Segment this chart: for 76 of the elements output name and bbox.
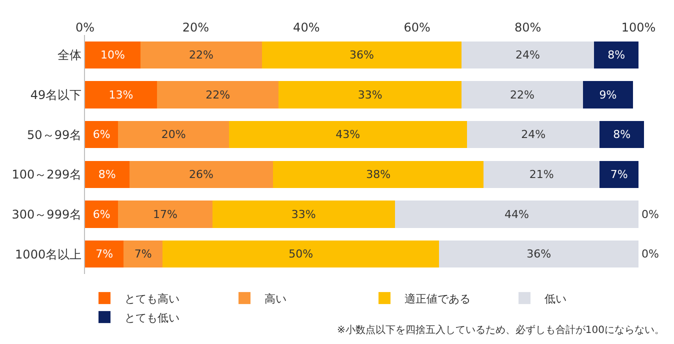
bar (212, 200, 395, 228)
data-label: 0% (641, 208, 659, 221)
data-label: 50% (288, 248, 314, 261)
data-label: 6% (92, 128, 110, 142)
data-label: 33% (291, 208, 316, 221)
bar (85, 41, 140, 68)
data-label: 8% (98, 168, 116, 181)
data-label: 20% (161, 128, 186, 142)
bar (124, 240, 162, 268)
x-tick-label: 20% (182, 20, 210, 35)
bar (262, 41, 462, 68)
legend-label: 高い (264, 292, 286, 306)
legend-label: 適正値である (404, 292, 470, 306)
bar (85, 81, 157, 108)
bar (439, 240, 638, 268)
y-tick-label: 50～99名 (27, 128, 82, 142)
data-label: 22% (510, 88, 534, 102)
bar (140, 41, 262, 68)
data-label: 22% (189, 48, 214, 62)
bar (162, 240, 440, 268)
bar (228, 121, 467, 148)
data-label: 10% (100, 48, 125, 62)
data-label: 24% (521, 128, 546, 142)
x-tick-label: 80% (514, 20, 542, 35)
data-label: 24% (516, 48, 540, 62)
data-label: 8% (608, 48, 626, 62)
bar (278, 81, 462, 108)
data-label: 0% (641, 248, 659, 261)
data-label: 6% (92, 208, 110, 221)
data-label: 38% (366, 168, 391, 181)
bar (461, 81, 584, 108)
bar (129, 160, 274, 188)
bar (156, 81, 279, 108)
y-tick-label: 1000名以上 (15, 247, 82, 262)
data-label: 13% (108, 88, 134, 102)
bar (583, 81, 633, 108)
bar (484, 160, 600, 188)
data-label: 22% (206, 88, 230, 102)
data-label: 7% (610, 168, 628, 181)
legend-label: とても高い (124, 292, 180, 306)
bar (600, 121, 644, 148)
x-tick-label: 0% (75, 20, 95, 35)
text: ※小数点以下を四捨五入しているため、必ずしも合計が100にならない。 (337, 324, 664, 336)
x-tick-label: 40% (293, 20, 320, 35)
bar (85, 200, 118, 228)
y-tick-label: 全体 (58, 48, 82, 62)
y-tick-label: 300～999名 (12, 207, 82, 222)
data-label: 33% (358, 88, 382, 102)
y-tick-label: 100～299名 (12, 168, 82, 182)
bar (594, 41, 638, 68)
legend-label: とても低い (124, 311, 180, 324)
bar (461, 41, 594, 68)
data-label: 7% (96, 248, 114, 261)
bar (273, 160, 484, 188)
legend-label: 低い (544, 292, 566, 306)
bar (85, 121, 118, 148)
y-tick-label: 49名以下 (30, 88, 82, 102)
bar (394, 200, 638, 228)
bar (466, 121, 600, 148)
data-label: 36% (526, 248, 552, 261)
data-label: 7% (134, 248, 152, 261)
x-tick-label: 60% (404, 20, 430, 35)
bar (118, 200, 212, 228)
data-label: 36% (350, 48, 374, 62)
data-label: 21% (529, 168, 554, 181)
data-label: 43% (336, 128, 360, 142)
data-label: 26% (189, 168, 214, 181)
data-label: 17% (153, 208, 178, 221)
bar (85, 240, 124, 268)
bar (118, 121, 229, 148)
data-label: 44% (504, 208, 529, 221)
bar (85, 160, 130, 188)
data-label: 8% (613, 128, 631, 142)
data-label: 9% (599, 88, 617, 102)
x-tick-label: 100% (621, 20, 656, 35)
bar (600, 160, 638, 188)
